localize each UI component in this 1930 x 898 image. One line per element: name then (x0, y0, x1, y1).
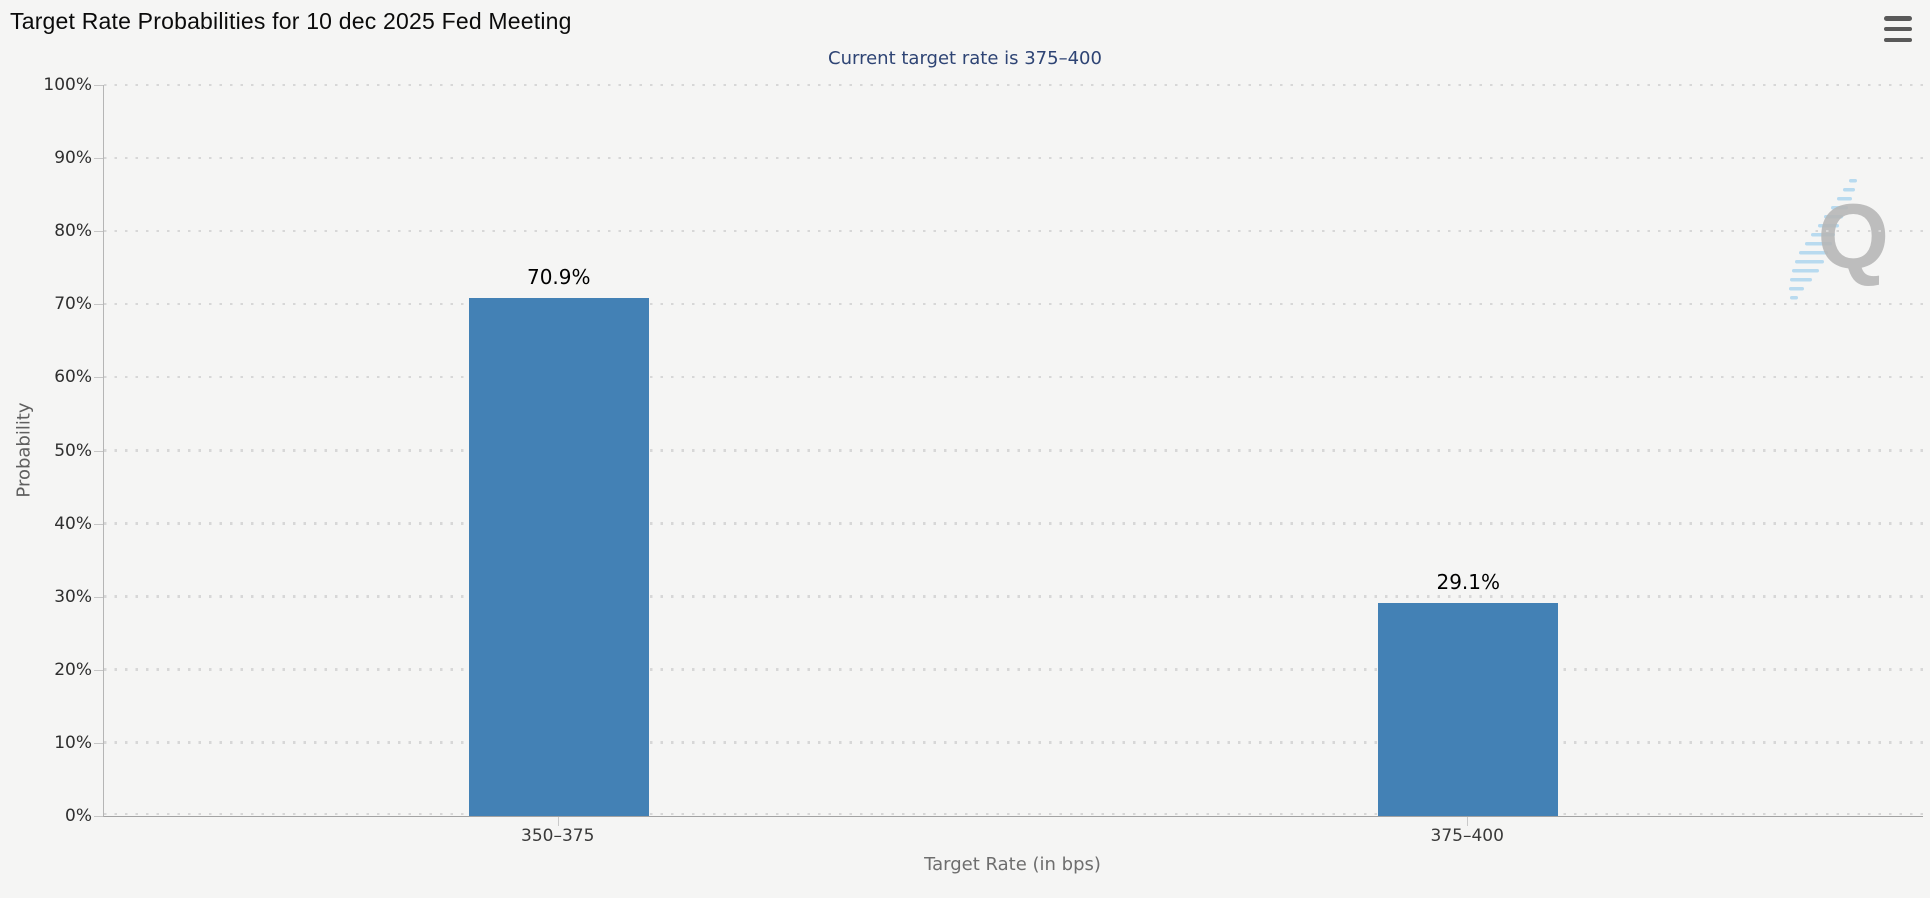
bar-375–400[interactable] (1378, 603, 1559, 816)
gridline (104, 375, 1923, 379)
y-tick-label: 0% (65, 806, 92, 826)
y-tick-label: 30% (54, 586, 92, 607)
chart-subtitle: Current target rate is 375–400 (828, 48, 1102, 69)
hamburger-icon (1884, 16, 1912, 21)
watermark: Q (1785, 175, 1909, 307)
y-tick-label: 10% (54, 732, 92, 753)
gridline (104, 449, 1923, 452)
y-tick-mark (94, 816, 103, 817)
y-tick-mark (94, 523, 103, 525)
y-tick-label: 80% (54, 221, 92, 242)
y-tick-mark (94, 158, 103, 160)
gridline (104, 741, 1923, 744)
y-tick-mark (94, 231, 103, 233)
y-tick-mark (94, 85, 103, 86)
bar-350–375[interactable] (468, 297, 649, 816)
y-tick-label: 20% (54, 659, 92, 680)
x-tick-mark (1467, 817, 1469, 826)
gridline (104, 668, 1923, 671)
gridline (104, 302, 1923, 306)
x-tick-label: 350–375 (521, 826, 595, 846)
bar-value-label: 70.9% (526, 264, 591, 289)
x-axis-title: Target Rate (in bps) (924, 854, 1101, 875)
gridline (104, 83, 1923, 86)
y-tick-mark (94, 450, 103, 452)
page-title: Target Rate Probabilities for 10 dec 202… (10, 8, 572, 34)
x-tick-label: 375–400 (1430, 826, 1504, 846)
gridline (104, 156, 1923, 160)
y-tick-mark (94, 669, 103, 671)
x-tick-mark (557, 817, 559, 826)
y-tick-mark (94, 304, 103, 306)
y-tick-mark (94, 742, 103, 744)
y-tick-label: 90% (54, 148, 92, 169)
y-tick-label: 100% (43, 75, 92, 95)
gridline (104, 229, 1923, 233)
y-tick-label: 50% (54, 440, 92, 461)
y-tick-label: 60% (54, 367, 92, 388)
y-tick-mark (94, 377, 103, 379)
gridline (104, 595, 1923, 598)
plot-area: Q 70.9% 29.1% (103, 83, 1923, 817)
hamburger-icon (1884, 37, 1912, 42)
y-tick-label: 40% (54, 513, 92, 534)
y-tick-mark (94, 596, 103, 598)
watermark-swoosh-icon (1789, 179, 1857, 300)
gridline (104, 812, 1923, 815)
bar-value-label: 29.1% (1436, 570, 1501, 595)
gridline (104, 522, 1923, 525)
chart-menu-button[interactable] (1884, 15, 1914, 43)
hamburger-icon (1884, 26, 1912, 32)
watermark-q-logo: Q (1817, 186, 1889, 288)
y-tick-label: 70% (54, 294, 92, 315)
